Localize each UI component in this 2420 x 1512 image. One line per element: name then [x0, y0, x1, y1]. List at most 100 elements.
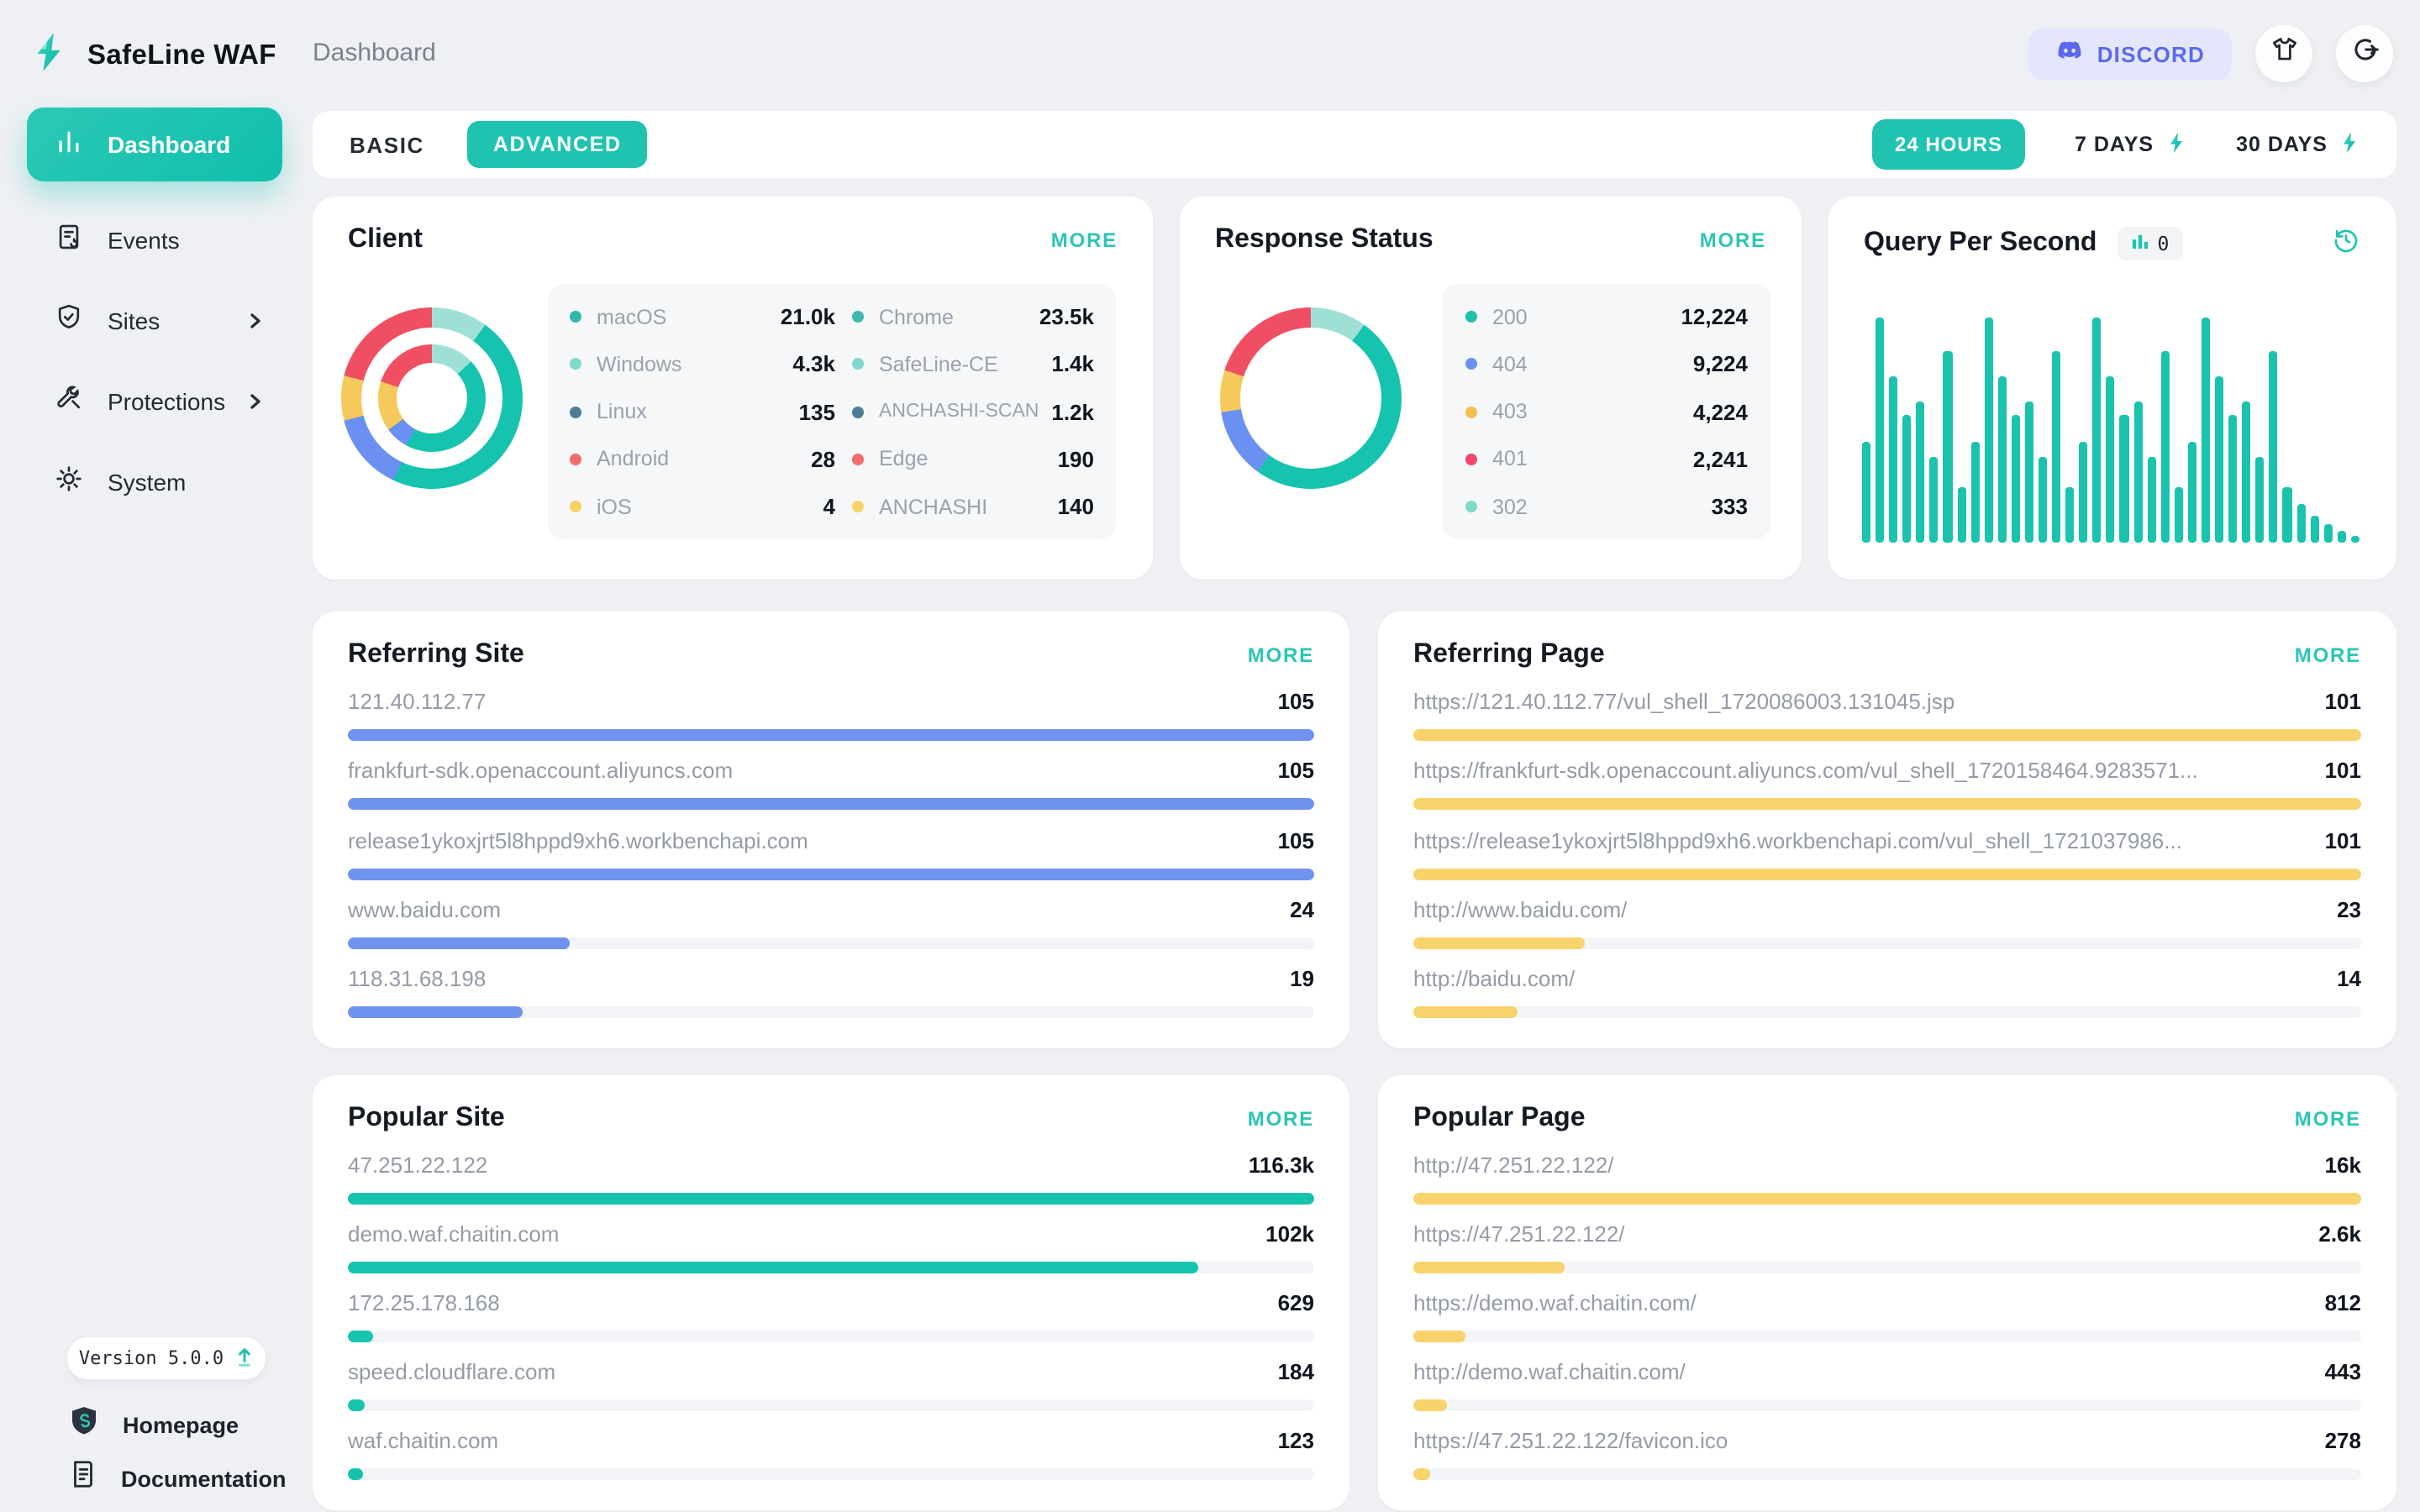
- bar-fill: [348, 1399, 366, 1411]
- card-title: Popular Site: [348, 1104, 505, 1132]
- legend-row: 404 9,224: [1465, 352, 1748, 377]
- list-item: https://release1ykoxjrt5l8hppd9xh6.workb…: [1413, 827, 2361, 879]
- item-label: 118.31.68.198: [348, 966, 487, 991]
- legend-dot: [570, 501, 581, 512]
- homepage-label: Homepage: [123, 1413, 239, 1438]
- pro-bolt-icon: [2165, 130, 2186, 159]
- qps-bar: [2052, 351, 2061, 543]
- legend-value: 2,241: [1692, 446, 1748, 472]
- legend-label: Android: [597, 447, 670, 471]
- list-item: waf.chaitin.com 123: [348, 1428, 1314, 1480]
- safeline-logo-icon: [29, 29, 72, 84]
- chevron-right-icon: [245, 391, 266, 412]
- list-item: http://www.baidu.com/23: [1413, 897, 2361, 949]
- bar-fill: [1413, 868, 2361, 879]
- popular-page-more-link[interactable]: MORE: [2294, 1107, 2361, 1131]
- popular-site-more-link[interactable]: MORE: [1247, 1107, 1314, 1131]
- sidebar-item-protections[interactable]: Protections: [27, 365, 282, 438]
- document-icon: [67, 1458, 99, 1499]
- item-value: 24: [1290, 896, 1314, 922]
- toolbar: BASIC ADVANCED 24 HOURS 7 DAYS 30 DAYS: [313, 111, 2396, 178]
- version-badge[interactable]: Version 5.0.0: [67, 1337, 266, 1379]
- qps-bar: [1929, 457, 1939, 543]
- bar-track: [1413, 937, 2361, 949]
- card-title: Client: [348, 225, 423, 254]
- client-more-link[interactable]: MORE: [1050, 228, 1118, 252]
- list-item: speed.cloudflare.com 184: [348, 1359, 1314, 1411]
- logout-icon: [2349, 34, 2381, 74]
- legend-row: macOS 21.0k: [570, 304, 835, 329]
- list-item: https://47.251.22.122/favicon.ico 278: [1413, 1428, 2361, 1480]
- tab-advanced[interactable]: ADVANCED: [467, 121, 647, 168]
- tab-basic[interactable]: BASIC: [350, 132, 424, 157]
- legend-label: 404: [1492, 352, 1528, 376]
- safeline-shield-icon: [67, 1404, 101, 1446]
- pro-bolt-icon: [2339, 130, 2360, 159]
- bar-track: [1413, 729, 2361, 741]
- qps-bar: [2065, 486, 2075, 543]
- bar-track: [348, 729, 1314, 741]
- range-label: 30 DAYS: [2236, 133, 2328, 156]
- item-value: 443: [2324, 1359, 2361, 1384]
- card-title: Referring Page: [1413, 640, 1605, 669]
- logout-button[interactable]: [2336, 25, 2393, 82]
- list-item: 47.251.22.122 116.3k: [348, 1152, 1314, 1205]
- qps-current-value: 0: [2157, 231, 2170, 255]
- bar-track: [348, 937, 1314, 949]
- range-24-hours[interactable]: 24 HOURS: [1872, 119, 2025, 170]
- item-label: https://demo.waf.chaitin.com/: [1413, 1290, 1697, 1315]
- response-legend-panel: 200 12,224 404 9,224 403 4,224 401 2,241 302…: [1442, 284, 1771, 539]
- legend-row: 403 4,224: [1465, 399, 1748, 424]
- response-status-card: Response Status MORE 200 12,224 404 9,224 …: [1180, 197, 1802, 580]
- brand[interactable]: SafeLine WAF: [29, 29, 276, 84]
- bar-track: [1413, 1193, 2361, 1205]
- list-item: http://47.251.22.122/16k: [1413, 1152, 2361, 1205]
- referring-page-more-link[interactable]: MORE: [2294, 643, 2361, 667]
- popular-site-list: 47.251.22.122 116.3k demo.waf.chaitin.com…: [348, 1152, 1314, 1480]
- sidebar-item-label: Sites: [108, 307, 160, 334]
- item-value: 102k: [1265, 1221, 1314, 1247]
- client-legend-panel: macOS 21.0k Windows 4.3k Linux 135 Android 2…: [548, 284, 1116, 539]
- range-30-days[interactable]: 30 DAYS: [2236, 130, 2360, 159]
- referring-site-more-link[interactable]: MORE: [1247, 643, 1314, 667]
- sidebar-item-events[interactable]: Events: [27, 203, 282, 277]
- list-item: www.baidu.com 24: [348, 897, 1314, 949]
- qps-bar: [1997, 375, 2007, 543]
- item-value: 105: [1277, 758, 1314, 784]
- range-7-days[interactable]: 7 DAYS: [2075, 130, 2186, 159]
- response-status-more-link[interactable]: MORE: [1699, 228, 1766, 252]
- legend-value: 21.0k: [780, 304, 835, 329]
- card-title: Popular Page: [1413, 1104, 1586, 1132]
- legend-value: 28: [811, 446, 835, 472]
- homepage-link[interactable]: Homepage: [67, 1404, 239, 1446]
- legend-label: iOS: [597, 495, 632, 518]
- sidebar-item-dashboard[interactable]: Dashboard: [27, 108, 282, 181]
- legend-dot: [852, 501, 864, 512]
- qps-bar: [2310, 515, 2319, 543]
- referring-site-card: Referring Site MORE 121.40.112.77 105 fra…: [313, 612, 1349, 1048]
- history-button[interactable]: [2331, 225, 2361, 260]
- time-range-group: 24 HOURS 7 DAYS 30 DAYS: [1872, 119, 2360, 170]
- legend-value: 4,224: [1692, 399, 1748, 424]
- sidebar-item-system[interactable]: System: [27, 445, 282, 519]
- theme-button[interactable]: [2255, 25, 2312, 82]
- bar-fill: [348, 868, 1314, 879]
- qps-bar: [2323, 524, 2333, 543]
- sidebar-item-sites[interactable]: Sites: [27, 284, 282, 358]
- item-label: demo.waf.chaitin.com: [348, 1221, 560, 1247]
- legend-dot: [852, 311, 864, 323]
- sidebar-item-label: System: [108, 469, 187, 496]
- bar-fill: [1413, 1331, 1466, 1342]
- bar-track: [1413, 1006, 2361, 1018]
- events-document-icon: [54, 221, 84, 260]
- legend-dot: [570, 358, 581, 370]
- legend-row: iOS 4: [570, 494, 835, 519]
- discord-button[interactable]: DISCORD: [2028, 28, 2232, 80]
- discord-icon: [2055, 39, 2084, 68]
- documentation-link[interactable]: Documentation: [67, 1458, 287, 1499]
- item-value: 101: [2324, 689, 2361, 714]
- list-item: demo.waf.chaitin.com 102k: [348, 1221, 1314, 1273]
- item-label: 47.251.22.122: [348, 1152, 488, 1178]
- legend-label: 200: [1492, 305, 1528, 328]
